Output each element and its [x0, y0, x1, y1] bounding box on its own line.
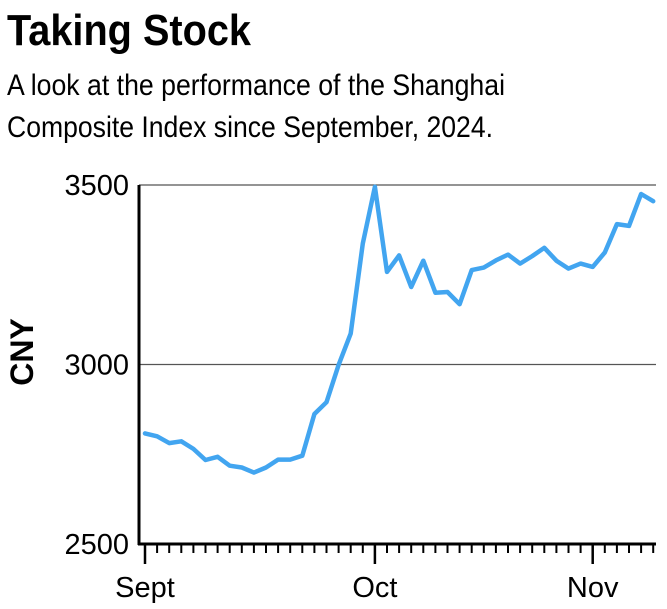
chart-subtitle-line-2: Composite Index since September, 2024.	[7, 111, 493, 144]
data-points	[144, 186, 654, 473]
y-tick-labels: 2500 3000 3500	[64, 170, 129, 561]
gridlines	[139, 184, 656, 366]
y-tick-label: 3000	[64, 350, 129, 382]
x-ticks: Sept Oct Nov	[115, 544, 655, 604]
x-tick-label: Oct	[352, 572, 397, 604]
y-tick-label: 3500	[64, 170, 129, 202]
x-tick-label: Nov	[567, 572, 619, 604]
y-axis-label: CNY	[4, 318, 40, 386]
chart-subtitle-line-1: A look at the performance of the Shangha…	[7, 69, 505, 102]
y-tick-label: 2500	[64, 529, 129, 561]
x-tick-label: Sept	[115, 572, 175, 604]
series-line	[142, 184, 656, 475]
chart-title: Taking Stock	[7, 6, 251, 55]
